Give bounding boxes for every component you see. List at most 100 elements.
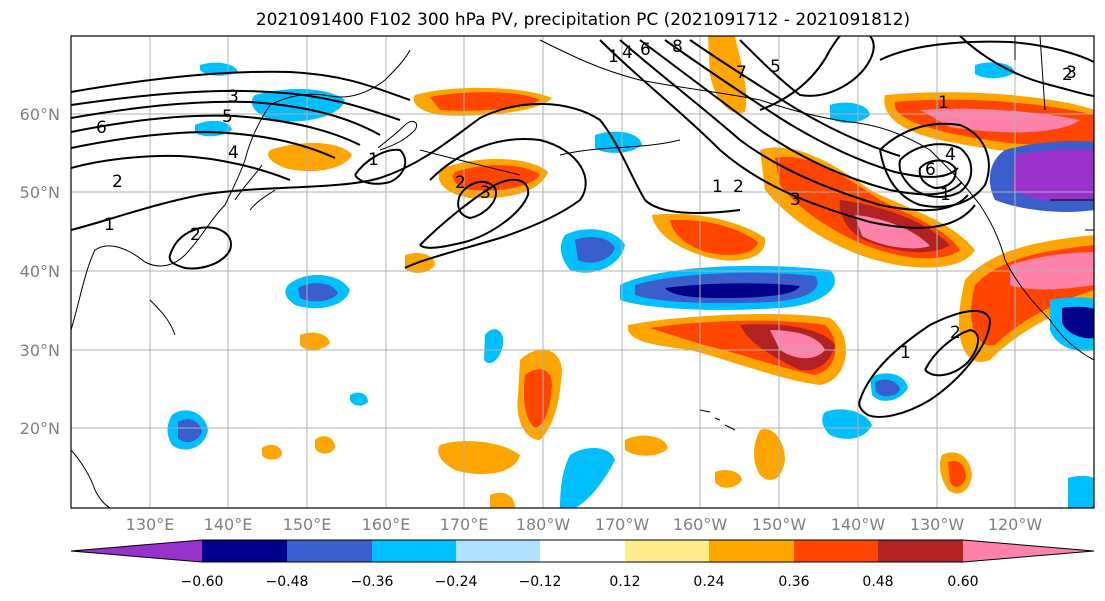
contour-label: 2	[190, 225, 201, 245]
colorbar-tick: −0.48	[266, 574, 309, 590]
colorbar-segment	[202, 540, 287, 562]
contour-label: 2	[455, 173, 466, 193]
contour-label: 4	[622, 43, 633, 63]
pv-contour-labels: 6 3 5 4 2 1 2 1 2 3 1 4 6 8 5 7 1 2 3 1 …	[96, 37, 1077, 363]
coast-korea	[149, 299, 176, 336]
pv-contour	[959, 36, 1094, 97]
precip-positive-sub-7	[625, 435, 668, 456]
contour-label: 3	[1066, 63, 1077, 83]
precip-negative-sub-6-core	[875, 379, 900, 397]
precip-negative-alaska	[830, 102, 870, 123]
precip-positive-dateline-inner	[453, 165, 540, 191]
pv-contour	[619, 39, 969, 212]
precip-positive-sub-10-inner	[948, 460, 966, 487]
colorbar-boxes	[70, 539, 1095, 563]
pv-contour	[858, 309, 992, 418]
pv-contour	[71, 154, 291, 181]
colorbar-tick: −0.36	[351, 574, 394, 590]
colorbar-segment	[878, 540, 963, 562]
precip-negative-sub-2	[350, 392, 368, 406]
precip-negative-sub-1	[484, 329, 504, 364]
lat-label: 30°N	[20, 341, 60, 360]
contour-label: 2	[112, 172, 123, 192]
pv-contours	[71, 36, 1094, 418]
lat-label: 40°N	[20, 262, 60, 281]
colorbar-segment	[709, 540, 794, 562]
coast-japan	[234, 164, 276, 211]
lon-label: 170°W	[595, 515, 650, 534]
contour-label: 5	[770, 57, 781, 77]
lon-label: 120°W	[988, 515, 1043, 534]
colorbar-tick: −0.12	[519, 574, 562, 590]
colorbar-segment	[963, 540, 1094, 562]
contour-label: 1	[940, 185, 951, 205]
precip-negative-arctic	[975, 62, 1015, 79]
lon-label: 140°W	[831, 515, 886, 534]
pv-contour	[168, 226, 232, 270]
contour-label: 2	[733, 177, 744, 197]
pv-contour	[898, 143, 973, 198]
precip-positive-sub-1-inner	[523, 369, 552, 428]
pv-contour	[71, 114, 361, 146]
longitude-labels: 130°E 140°E 150°E 160°E 170°E 180°W 170°…	[126, 515, 1043, 534]
lon-label: 130°E	[126, 515, 175, 534]
colorbar-segment	[540, 540, 625, 562]
contour-label: 4	[945, 145, 956, 165]
precip-negative-pnw-core	[1012, 148, 1094, 201]
contour-label: 1	[712, 177, 723, 197]
contour-label: 3	[790, 190, 801, 210]
precip-negative-sub-7	[1068, 475, 1094, 508]
contour-label: 5	[222, 107, 233, 127]
lat-label: 20°N	[20, 419, 60, 438]
coast-kamchatka	[377, 120, 418, 151]
lon-label: 180°W	[516, 515, 571, 534]
contour-label: 1	[900, 343, 911, 363]
lat-label: 60°N	[20, 105, 60, 124]
contour-label: 2	[1062, 65, 1073, 85]
precip-negative-sub-3-core	[178, 419, 202, 443]
contour-label: 6	[640, 40, 651, 60]
map-frame	[70, 35, 1095, 509]
precip-positive-sub-4	[315, 436, 335, 454]
precip-positive-alaska	[708, 36, 747, 114]
contour-label: 1	[938, 93, 949, 113]
lon-label: 140°E	[204, 515, 253, 534]
graticule	[71, 36, 1094, 508]
pv-contour	[71, 100, 381, 136]
contour-label: 4	[228, 143, 239, 163]
lon-label: 130°W	[910, 515, 965, 534]
precip-positive-central-max	[770, 330, 825, 359]
pv-contour	[71, 103, 741, 231]
colorbar-tick: −0.24	[435, 574, 478, 590]
lon-label: 160°E	[362, 515, 411, 534]
lon-label: 170°E	[440, 515, 489, 534]
coastlines	[71, 36, 1094, 508]
pv-contour	[759, 36, 841, 111]
contour-label: 6	[96, 118, 107, 138]
colorbar-tick-labels: −0.60 −0.48 −0.36 −0.24 −0.12 0.12 0.24 …	[181, 574, 979, 590]
pv-contour	[71, 89, 401, 121]
precip-negative-170w-core	[575, 236, 615, 263]
precip-bc-coast-max	[920, 108, 1080, 133]
colorbar-tick: 0.48	[862, 574, 893, 590]
colorbar-tick: 0.24	[693, 574, 724, 590]
pv-contour	[879, 122, 990, 208]
latitude-labels: 60°N 50°N 40°N 30°N 20°N	[20, 105, 60, 438]
lon-label: 150°W	[752, 515, 807, 534]
precip-positive-japan	[268, 143, 352, 172]
pv-contour	[354, 148, 407, 185]
pv-contour	[918, 159, 957, 190]
pv-contour	[689, 39, 901, 157]
precip-negative-sub-4	[560, 448, 615, 508]
coast-aleutians	[419, 139, 681, 176]
pv-contour	[71, 130, 336, 159]
precip-positive-sub-8	[754, 429, 785, 480]
colorbar-tick: 0.12	[609, 574, 640, 590]
contour-label: 1	[608, 47, 619, 67]
lat-label: 50°N	[20, 183, 60, 202]
colorbar-segment	[456, 540, 540, 562]
pv-contour	[739, 36, 875, 97]
pv-contour	[879, 40, 1094, 63]
precip-negative-bering	[595, 131, 642, 153]
colorbar-segment	[794, 540, 878, 562]
